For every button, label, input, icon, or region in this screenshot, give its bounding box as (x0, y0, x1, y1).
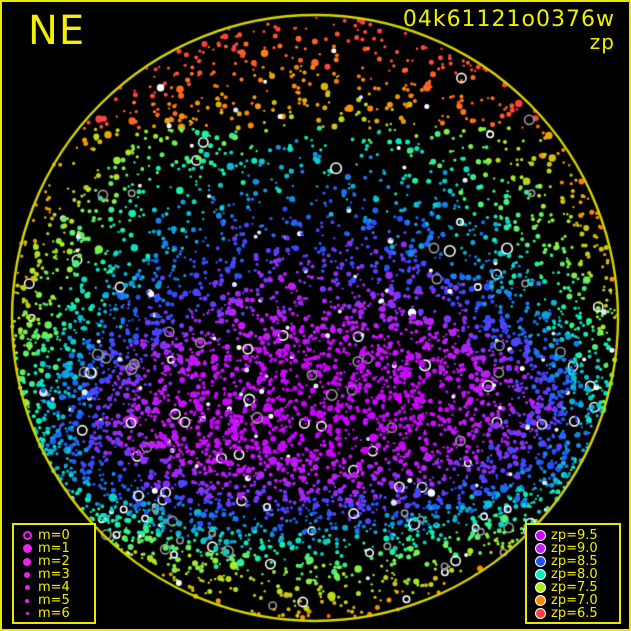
quantity-label: zp (589, 30, 615, 54)
zeropoint-color-swatch (532, 543, 548, 554)
zeropoint-legend-row: zp=8.0 (532, 568, 614, 581)
magnitude-legend-row: m=0 (19, 529, 89, 542)
zeropoint-legend-row: zp=7.0 (532, 594, 614, 607)
magnitude-legend-label: m=1 (38, 541, 70, 556)
magnitude-marker-icon (19, 544, 35, 553)
zeropoint-legend-label: zp=8.5 (551, 554, 598, 569)
zeropoint-legend-label: zp=7.5 (551, 580, 598, 595)
magnitude-legend-row: m=3 (19, 568, 89, 581)
magnitude-legend-row: m=2 (19, 555, 89, 568)
zeropoint-legend-label: zp=6.5 (551, 606, 598, 621)
magnitude-marker-icon (19, 531, 35, 540)
zeropoint-legend-label: zp=9.0 (551, 541, 598, 556)
zeropoint-legend-label: zp=9.5 (551, 528, 598, 543)
magnitude-marker-icon (19, 571, 35, 578)
zeropoint-legend-row: zp=8.5 (532, 555, 614, 568)
magnitude-marker-icon (19, 585, 35, 590)
magnitude-marker-icon (19, 557, 35, 566)
magnitude-legend-label: m=5 (38, 593, 70, 608)
zeropoint-color-swatch (532, 530, 548, 541)
magnitude-legend-row: m=5 (19, 594, 89, 607)
magnitude-legend-row: m=1 (19, 542, 89, 555)
magnitude-legend-label: m=4 (38, 580, 70, 595)
magnitude-legend-label: m=2 (38, 554, 70, 569)
magnitude-marker-icon (19, 612, 35, 615)
magnitude-legend-label: m=0 (38, 528, 70, 543)
zeropoint-legend-row: zp=9.5 (532, 529, 614, 542)
frame-id-label: 04k61121o0376w (402, 7, 615, 32)
zeropoint-legend-row: zp=9.0 (532, 542, 614, 555)
magnitude-legend-label: m=3 (38, 567, 70, 582)
magnitude-marker-icon (19, 598, 35, 603)
magnitude-legend-row: m=6 (19, 607, 89, 620)
magnitude-legend-label: m=6 (38, 606, 70, 621)
zeropoint-legend-label: zp=7.0 (551, 593, 598, 608)
direction-label: NE (28, 8, 86, 54)
zeropoint-color-swatch (532, 595, 548, 606)
zeropoint-color-swatch (532, 556, 548, 567)
zeropoint-legend-row: zp=6.5 (532, 607, 614, 620)
zeropoint-legend: zp=9.5 zp=9.0 zp=8.5 zp=8.0 zp=7.5 zp=7.0 zp=6… (525, 523, 621, 624)
zeropoint-color-swatch (532, 582, 548, 593)
magnitude-legend-row: m=4 (19, 581, 89, 594)
magnitude-legend: m=0 m=1 m=2 m=3 m=4 m=5 m=6 (12, 523, 96, 624)
zeropoint-color-swatch (532, 569, 548, 580)
zeropoint-legend-row: zp=7.5 (532, 581, 614, 594)
zeropoint-color-swatch (532, 608, 548, 619)
zeropoint-legend-label: zp=8.0 (551, 567, 598, 582)
